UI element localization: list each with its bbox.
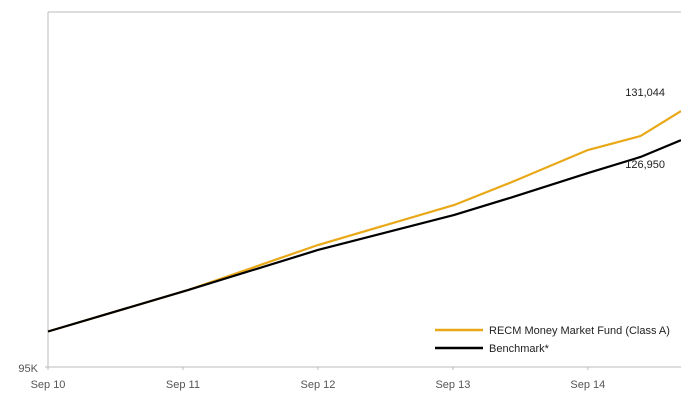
x-tick-label: Sep 14 (570, 379, 605, 391)
x-tick-label: Sep 10 (31, 379, 66, 391)
legend-label: Benchmark* (489, 343, 550, 355)
x-tick-label: Sep 11 (166, 379, 200, 391)
x-tick-label: Sep 12 (300, 379, 335, 391)
end-label: 126,950 (625, 159, 665, 171)
y-tick-label: 95K (18, 363, 38, 375)
x-tick-label: Sep 13 (435, 379, 470, 391)
series-line (47, 139, 681, 333)
legend-label: RECM Money Market Fund (Class A) (489, 325, 670, 337)
end-label: 131,044 (625, 87, 665, 99)
series-line (47, 110, 681, 333)
